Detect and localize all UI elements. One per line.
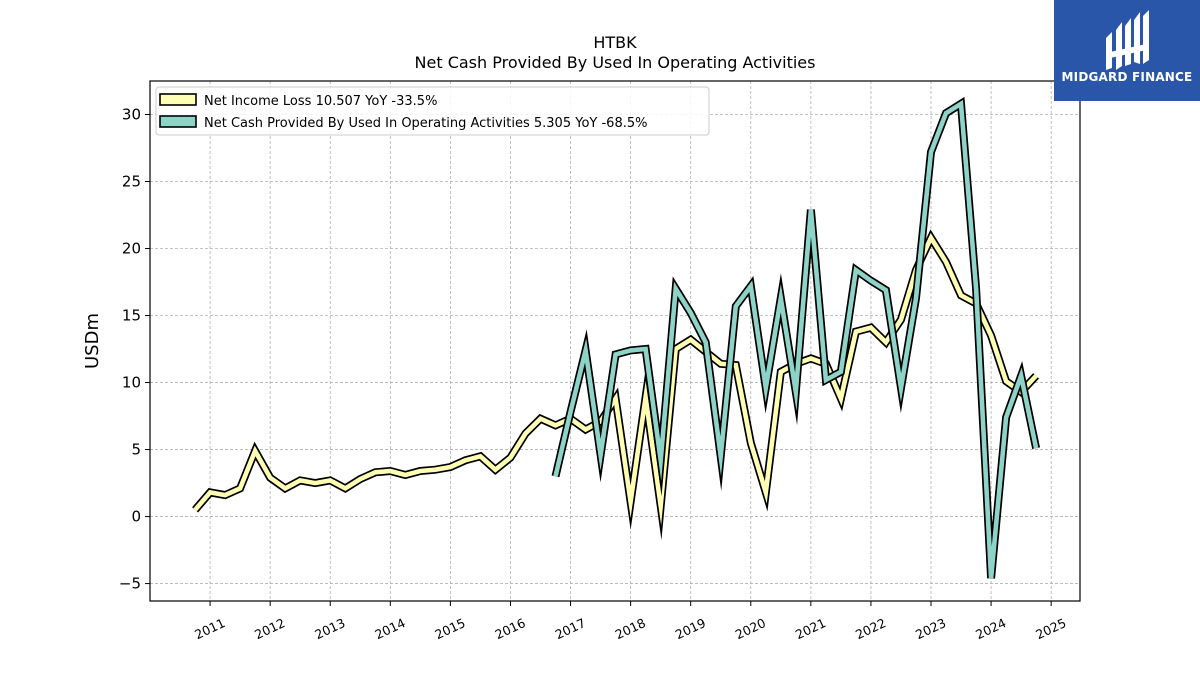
series-layer (192, 96, 1041, 579)
legend-label-net-income: Net Income Loss 10.507 YoY -33.5% (204, 94, 437, 109)
legend-swatch-net-income (159, 93, 197, 106)
y-tick-label: 0 (131, 508, 141, 526)
legend-label-net-cash: Net Cash Provided By Used In Operating A… (204, 116, 647, 131)
plot-frame (149, 80, 1081, 602)
series-line-1 (553, 99, 1039, 579)
y-tick-label: −5 (119, 575, 141, 593)
y-tick-label: 10 (122, 374, 141, 392)
logo-text: MIDGARD FINANCE (1062, 70, 1193, 84)
y-tick-label: 5 (131, 441, 141, 459)
y-tick-label: 20 (122, 240, 141, 258)
legend: Net Income Loss 10.507 YoY -33.5% Net Ca… (155, 86, 710, 136)
y-axis-label: USDm (82, 313, 103, 369)
y-tick-label: 30 (122, 106, 141, 124)
chart-subtitle: Net Cash Provided By Used In Operating A… (415, 53, 816, 72)
logo-mark-icon (1106, 10, 1149, 70)
chart-title: HTBK (593, 33, 637, 52)
series-line-0 (193, 232, 1038, 526)
logo: MIDGARD FINANCE (1054, 0, 1200, 101)
legend-box (155, 86, 710, 136)
y-tick-label: 25 (122, 173, 141, 191)
legend-swatch-net-cash (159, 115, 197, 128)
y-tick-label: 15 (122, 307, 141, 325)
